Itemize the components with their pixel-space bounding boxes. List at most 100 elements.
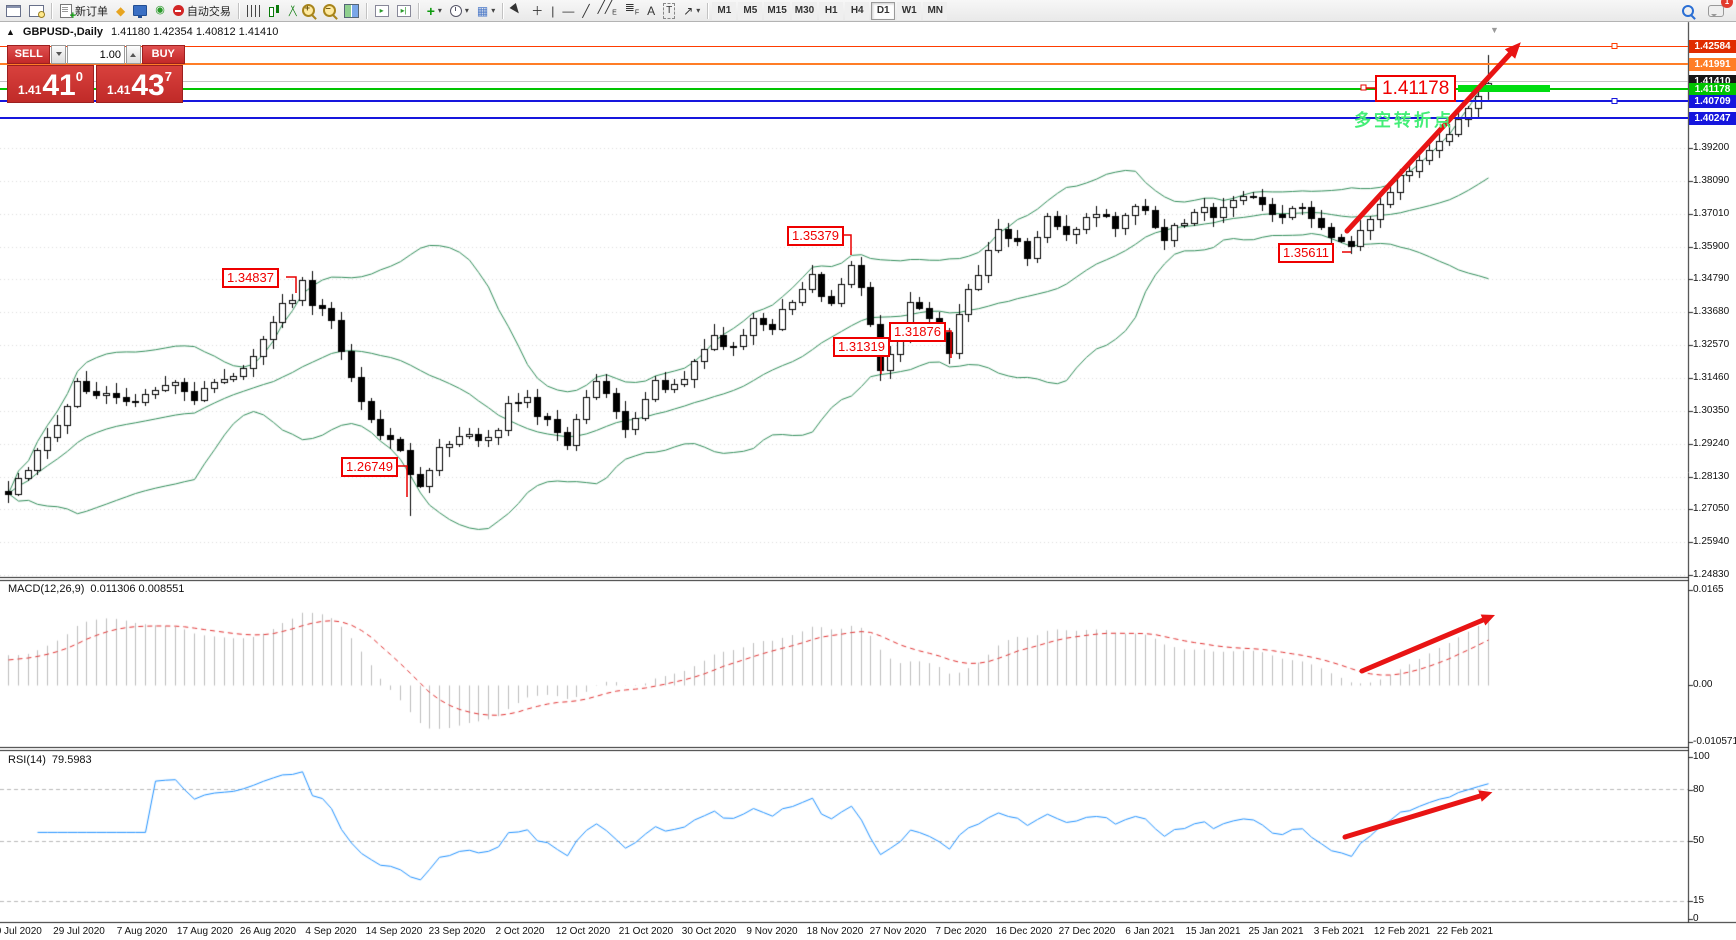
- panel-collapse-icon[interactable]: ▲: [6, 27, 15, 37]
- timeframe-button-MN[interactable]: MN: [923, 1, 948, 20]
- timeframe-group: M1 M5 M15 M30 H1 H4 D1 W1 MN: [712, 1, 948, 20]
- trendline-button[interactable]: ╱: [578, 1, 593, 21]
- price-axis-label: 1.25940: [1693, 536, 1730, 548]
- metaeditor-button[interactable]: ◆: [112, 1, 129, 21]
- chart-title: ▲ GBPUSD-,Daily 1.41180 1.42354 1.40812 …: [6, 26, 278, 38]
- search-icon: [1682, 4, 1694, 17]
- time-axis-label: 25 Jan 2021: [1248, 926, 1304, 937]
- zoom-out-button[interactable]: –: [319, 1, 340, 21]
- timeframe-button-H1[interactable]: H1: [819, 1, 844, 20]
- time-axis-label: 4 Sep 2020: [305, 926, 357, 937]
- sell-price-display[interactable]: 1.41 41 0: [7, 65, 94, 103]
- indicators-button[interactable]: + ▾: [423, 1, 446, 21]
- time-axis-label: 12 Oct 2020: [555, 926, 611, 937]
- new-order-icon: +: [60, 3, 76, 21]
- price-annotation-1.35379[interactable]: 1.35379: [787, 226, 844, 246]
- signal-icon: ◉: [155, 4, 165, 16]
- toolbar-separator: [707, 2, 710, 19]
- price-axis-label: 1.34790: [1693, 273, 1730, 285]
- vertical-line-icon: |: [551, 3, 555, 18]
- price-badge-1.41991: 1.41991: [1689, 57, 1736, 71]
- price-axis-label: 1.28130: [1693, 470, 1730, 482]
- rsi-axis-label: 15: [1693, 895, 1705, 906]
- price-annotation-1.31319[interactable]: 1.31319: [833, 337, 890, 357]
- text-button[interactable]: A: [643, 1, 659, 21]
- price-annotation-1.41178[interactable]: 1.41178: [1375, 75, 1457, 102]
- timeframe-button-W1[interactable]: W1: [897, 1, 922, 20]
- chart-bars-button[interactable]: [243, 1, 264, 21]
- triangle-up-icon: [130, 50, 137, 57]
- new-order-button[interactable]: + 新订单: [56, 1, 112, 21]
- profiles-button[interactable]: [25, 1, 48, 21]
- market-watch-button[interactable]: [129, 1, 151, 21]
- time-axis-label: 7 Dec 2020: [935, 926, 987, 937]
- horizontal-level-line-1.42584[interactable]: [0, 45, 1688, 47]
- time-axis-label: 20 Jul 2020: [0, 926, 42, 937]
- chart-candles-button[interactable]: [264, 1, 285, 21]
- templates-button[interactable]: ▦ ▾: [473, 1, 499, 21]
- chart-symbol: GBPUSD-,Daily: [22, 26, 103, 38]
- macd-axis-label: 0.0165: [1693, 584, 1724, 595]
- support-zone-bar[interactable]: [1458, 85, 1550, 92]
- template-icon: ▦: [476, 3, 489, 18]
- fibonacci-button[interactable]: ≣F: [621, 0, 643, 21]
- volume-input[interactable]: [67, 45, 125, 64]
- price-badge-1.40709: 1.40709: [1689, 94, 1736, 108]
- toolbar-right: 1: [1678, 0, 1734, 21]
- price-annotation-1.26749[interactable]: 1.26749: [341, 457, 398, 477]
- horizontal-level-line-1.41178[interactable]: [0, 88, 1688, 90]
- autoscroll-button[interactable]: ▸: [371, 1, 393, 21]
- arrows-button[interactable]: ↗ ▾: [679, 1, 704, 21]
- hline-button[interactable]: —: [558, 1, 578, 21]
- crosshair-button[interactable]: ＋: [527, 1, 547, 21]
- candlestick-icon: [268, 4, 281, 17]
- rsi-axis-label: 50: [1693, 835, 1705, 846]
- volume-decrease-button[interactable]: [51, 45, 66, 64]
- price-annotation-1.34837[interactable]: 1.34837: [222, 268, 279, 288]
- time-axis-label: 27 Nov 2020: [869, 926, 927, 937]
- tile-windows-button[interactable]: [340, 1, 363, 21]
- horizontal-level-line-1.41410[interactable]: [0, 80, 1688, 82]
- new-chart-button[interactable]: [2, 1, 25, 21]
- volume-increase-button[interactable]: [126, 45, 141, 64]
- line-chart-icon: ╱╲: [288, 5, 297, 16]
- rsi-value: 79.5983: [51, 754, 92, 766]
- price-annotation-1.31876[interactable]: 1.31876: [889, 322, 946, 342]
- sell-button[interactable]: SELL: [7, 45, 51, 64]
- search-button[interactable]: [1678, 1, 1698, 21]
- chat-button[interactable]: 1: [1704, 0, 1733, 21]
- signals-button[interactable]: ◉: [151, 1, 169, 21]
- buy-price-display[interactable]: 1.41 43 7: [96, 65, 183, 103]
- price-axis-label: 1.24830: [1693, 569, 1730, 581]
- trend-note-text[interactable]: 多空转折点: [1354, 111, 1454, 130]
- horizontal-level-line-1.40709[interactable]: [0, 100, 1688, 102]
- cursor-button[interactable]: [507, 1, 527, 21]
- price-annotation-1.35611[interactable]: 1.35611: [1278, 243, 1335, 263]
- chart-shift-button[interactable]: ▸|: [393, 1, 415, 21]
- horizontal-level-line-1.40247[interactable]: [0, 117, 1688, 119]
- toolbar-separator: [365, 2, 368, 19]
- channel-button[interactable]: ╱╱E: [594, 0, 621, 21]
- text-label-button[interactable]: T: [659, 1, 679, 21]
- time-axis-label: 17 Aug 2020: [176, 926, 234, 937]
- time-axis-label: 12 Feb 2021: [1373, 926, 1431, 937]
- timeframe-button-M1[interactable]: M1: [712, 1, 737, 20]
- timeframe-button-D1[interactable]: D1: [871, 1, 896, 20]
- chart-line-button[interactable]: ╱╲: [285, 1, 298, 21]
- horizontal-level-line-1.41991[interactable]: [0, 63, 1688, 65]
- vline-button[interactable]: |: [547, 1, 558, 21]
- zoom-in-button[interactable]: +: [298, 1, 319, 21]
- autotrading-button[interactable]: 自动交易: [169, 1, 235, 21]
- timeframe-button-H4[interactable]: H4: [845, 1, 870, 20]
- timeframe-button-M30[interactable]: M30: [791, 1, 818, 20]
- periods-button[interactable]: ▾: [446, 1, 473, 21]
- timeframe-button-M15[interactable]: M15: [764, 1, 790, 20]
- time-axis-label: 30 Oct 2020: [681, 926, 737, 937]
- notification-badge: 1: [1721, 0, 1733, 8]
- price-axis-label: 1.39200: [1693, 142, 1730, 153]
- timeframe-button-M5[interactable]: M5: [738, 1, 763, 20]
- time-axis-label: 16 Dec 2020: [995, 926, 1053, 937]
- toolbar: + 新订单 ◆ ◉ 自动交易 ╱╲ + – ▸ ▸| + ▾ ▾ ▦ ▾ ＋ | —…: [0, 0, 1736, 22]
- buy-button[interactable]: BUY: [141, 45, 185, 64]
